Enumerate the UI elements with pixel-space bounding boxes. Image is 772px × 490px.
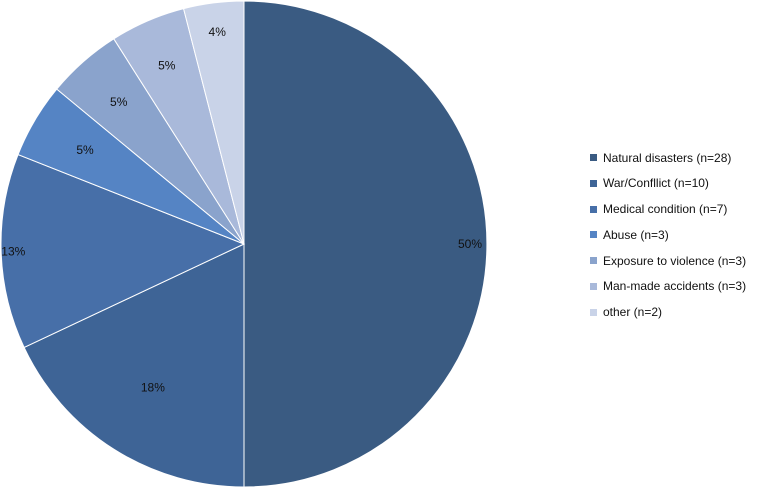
data-label-5: 5% [110, 95, 128, 109]
legend-label: Abuse (n=3) [603, 227, 669, 242]
pie-slice-3 [0, 153, 246, 349]
pie-slice-7 [182, 0, 245, 245]
data-label-7: 4% [209, 25, 227, 39]
legend-item: other (n=2) [590, 303, 770, 322]
legend-label: Medical condition (n=7) [603, 202, 728, 217]
legend-swatch [590, 231, 597, 239]
data-label-2: 18% [141, 381, 165, 395]
legend-swatch [590, 154, 597, 161]
legend-item: Abuse (n=3) [590, 225, 770, 244]
chart-legend: Natural disasters (n=28) War/Confllict (n… [590, 148, 770, 329]
pie-slices [0, 0, 488, 488]
data-label-6: 5% [158, 59, 176, 73]
pie-slice-2 [23, 243, 245, 488]
pie-data-labels: 50% 18% 13% 5% 5% 5% 4% [1, 25, 482, 395]
legend-label: War/Confllict (n=10) [603, 176, 709, 191]
legend-swatch [590, 282, 597, 290]
data-label-3: 13% [1, 244, 25, 258]
legend-swatch [590, 205, 597, 213]
legend-item: Man-made accidents (n=3) [590, 277, 770, 296]
legend-swatch [590, 257, 597, 265]
legend-label: Natural disasters (n=28) [603, 150, 732, 165]
data-label-1: 50% [458, 237, 482, 251]
legend-label: Man-made accidents (n=3) [603, 279, 747, 294]
data-label-4: 5% [76, 143, 94, 157]
legend-label: Exposure to violence (n=3) [603, 253, 747, 268]
legend-swatch [590, 179, 597, 187]
legend-item: Exposure to violence (n=3) [590, 251, 770, 270]
legend-item: Natural disasters (n=28) [590, 148, 770, 167]
pie-slice-1 [243, 0, 488, 488]
legend-swatch [590, 308, 597, 316]
legend-item: Medical condition (n=7) [590, 200, 770, 219]
legend-label: other (n=2) [603, 305, 663, 320]
legend-item: War/Confllict (n=10) [590, 174, 770, 193]
